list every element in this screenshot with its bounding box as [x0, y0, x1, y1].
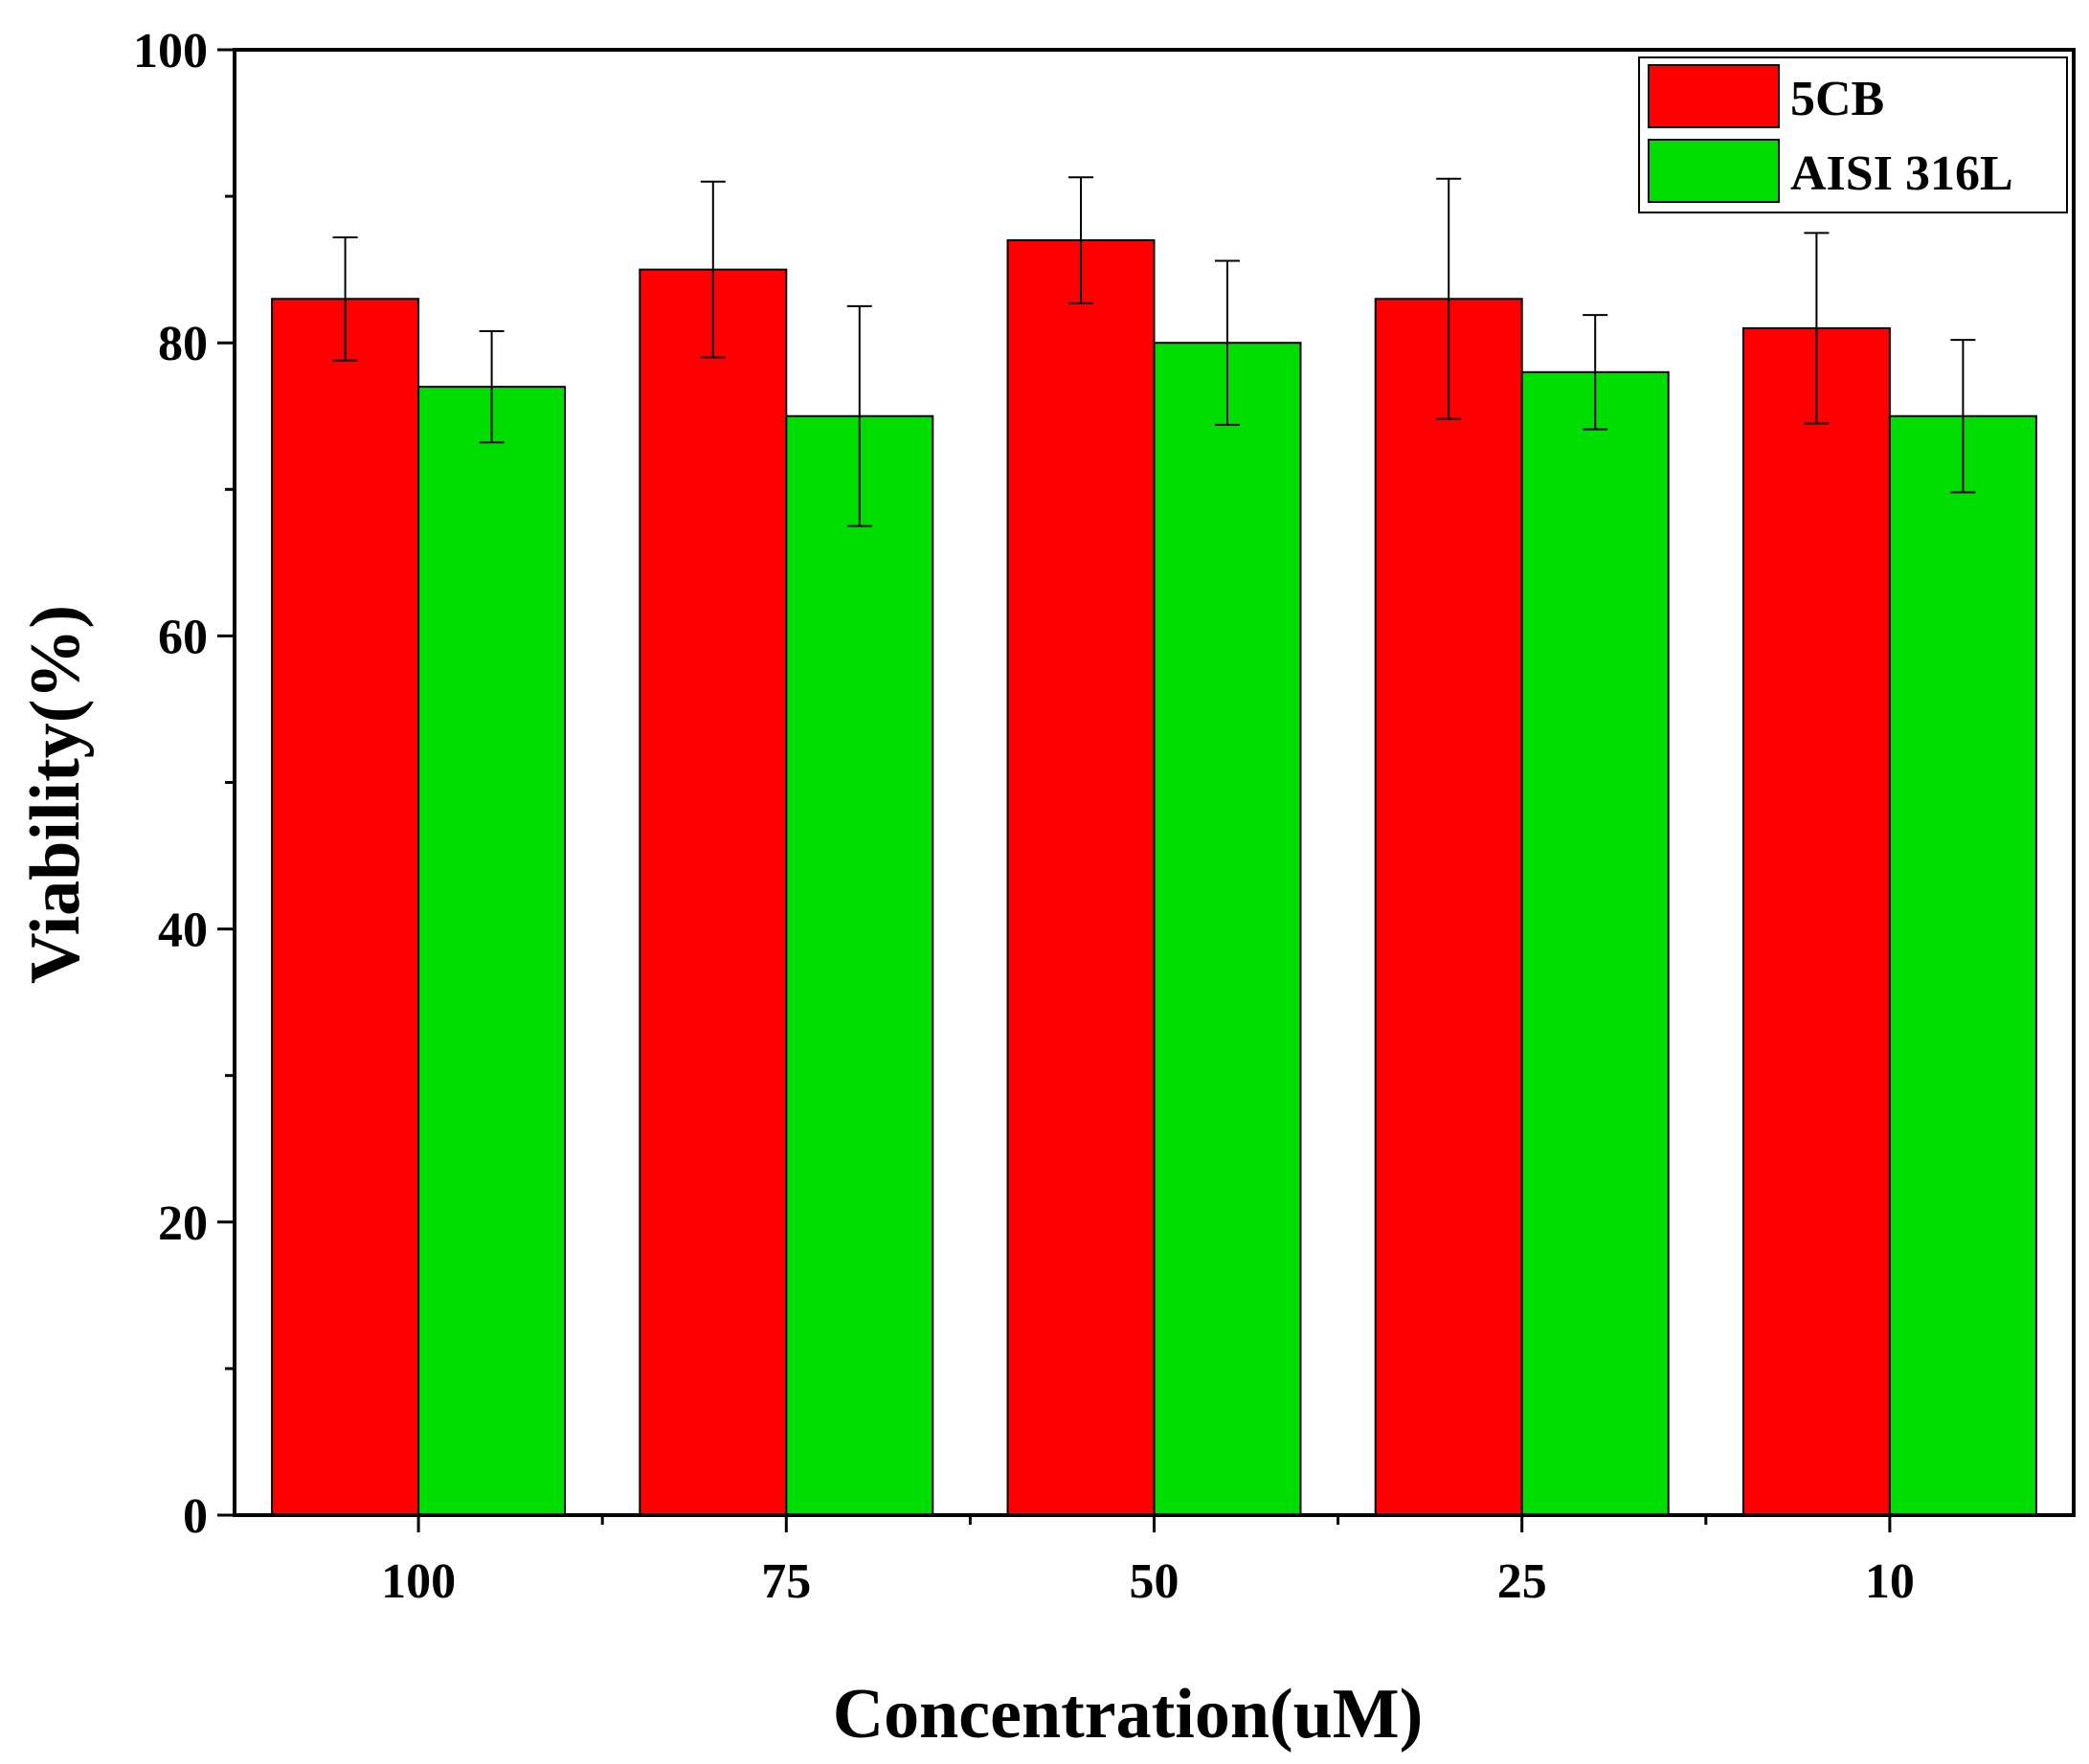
x-tick-label-25: 25: [1497, 1554, 1547, 1609]
x-tick-label-50: 50: [1130, 1554, 1179, 1609]
bar-5cb-75: [639, 268, 788, 1516]
error-bar-5cb-10: [1804, 232, 1830, 425]
axes-layer: 0 20 40 60 80 100 100 75 50 25 10: [133, 24, 2076, 1609]
error-bar-aisi-316l-25: [1583, 314, 1608, 431]
legend-label-5cb: 5CB: [1790, 72, 1884, 126]
bar-5cb-50: [1006, 239, 1156, 1516]
bar-aisi-316l-25: [1520, 370, 1670, 1517]
bar-5cb-10: [1741, 326, 1891, 1516]
y-tick-label: 0: [183, 1489, 208, 1544]
bar-aisi-316l-100: [417, 386, 567, 1516]
error-bar-aisi-316l-10: [1950, 339, 1976, 494]
x-tick-label-10: 10: [1865, 1554, 1915, 1609]
bar-5cb-100: [271, 298, 420, 1516]
x-tick-label-100: 100: [381, 1554, 456, 1609]
y-tick-label: 60: [158, 610, 208, 664]
legend-swatch-5cb: [1648, 64, 1780, 128]
error-bar-aisi-316l-75: [846, 304, 872, 527]
error-bars-layer: [332, 176, 1976, 527]
bar-aisi-316l-75: [785, 414, 934, 1516]
bar-aisi-316l-50: [1153, 342, 1302, 1517]
bars-layer: [271, 239, 2037, 1517]
error-bar-aisi-316l-100: [479, 329, 505, 444]
error-bar-5cb-75: [700, 180, 726, 359]
error-bar-5cb-25: [1436, 177, 1462, 420]
y-axis-title: Viability(%): [16, 605, 95, 984]
x-tick-label-75: 75: [761, 1554, 811, 1609]
error-bar-5cb-50: [1068, 176, 1093, 304]
error-bar-aisi-316l-50: [1215, 259, 1240, 426]
y-tick-label: 80: [158, 317, 208, 371]
legend-swatch-aisi-316l: [1648, 139, 1780, 203]
y-tick-label: 40: [158, 904, 208, 958]
error-bar-5cb-100: [332, 235, 358, 362]
legend: 5CB AISI 316L: [1638, 56, 2068, 213]
bar-aisi-316l-10: [1888, 414, 2037, 1516]
legend-label-aisi-316l: AISI 316L: [1790, 146, 2013, 201]
y-tick-label: 20: [158, 1196, 208, 1251]
y-tick-label: 100: [133, 24, 208, 78]
x-axis-title: Concentration(uM): [833, 1675, 1424, 1753]
bar-5cb-25: [1374, 298, 1523, 1516]
